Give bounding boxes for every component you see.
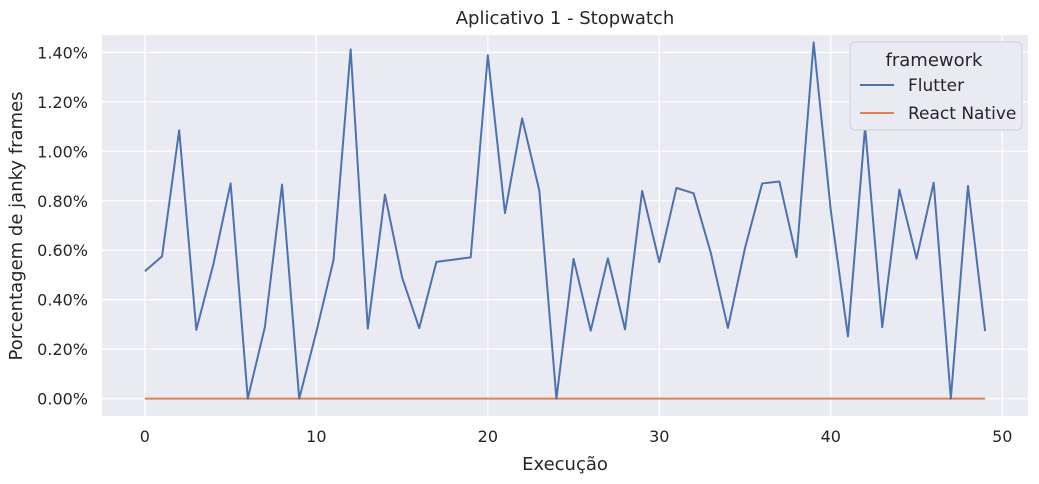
y-tick-label: 0.80% (37, 192, 88, 211)
x-tick-label: 50 (992, 427, 1012, 446)
legend-box (849, 41, 1023, 131)
legend: framework Flutter React Native (849, 41, 1023, 131)
y-tick-label: 0.20% (37, 340, 88, 359)
x-axis-label: Execução (522, 454, 608, 475)
y-ticks: 0.00% 0.20% 0.40% 0.60% 0.80% 1.00% 1.20% 1.40% (37, 43, 88, 408)
y-tick-label: 1.00% (37, 142, 88, 161)
x-tick-label: 20 (478, 427, 498, 446)
legend-title: framework (886, 50, 984, 71)
series-layer (144, 41, 987, 400)
x-tick-label: 30 (649, 427, 669, 446)
y-tick-label: 1.20% (37, 93, 88, 112)
y-tick-label: 0.40% (37, 291, 88, 310)
y-tick-label: 0.60% (37, 241, 88, 260)
legend-label-flutter: Flutter (908, 76, 964, 96)
x-ticks: 0 10 20 30 40 50 (140, 427, 1013, 446)
y-axis-label: Porcentagem de janky frames (6, 91, 27, 360)
y-tick-label: 0.00% (37, 390, 88, 409)
x-tick-label: 40 (821, 427, 841, 446)
chart-title: Aplicativo 1 - Stopwatch (456, 8, 675, 29)
series-line-flutter (144, 41, 987, 400)
y-tick-label: 1.40% (37, 43, 88, 62)
legend-label-react-native: React Native (908, 104, 1016, 124)
x-tick-label: 0 (140, 427, 150, 446)
x-tick-label: 10 (306, 427, 326, 446)
